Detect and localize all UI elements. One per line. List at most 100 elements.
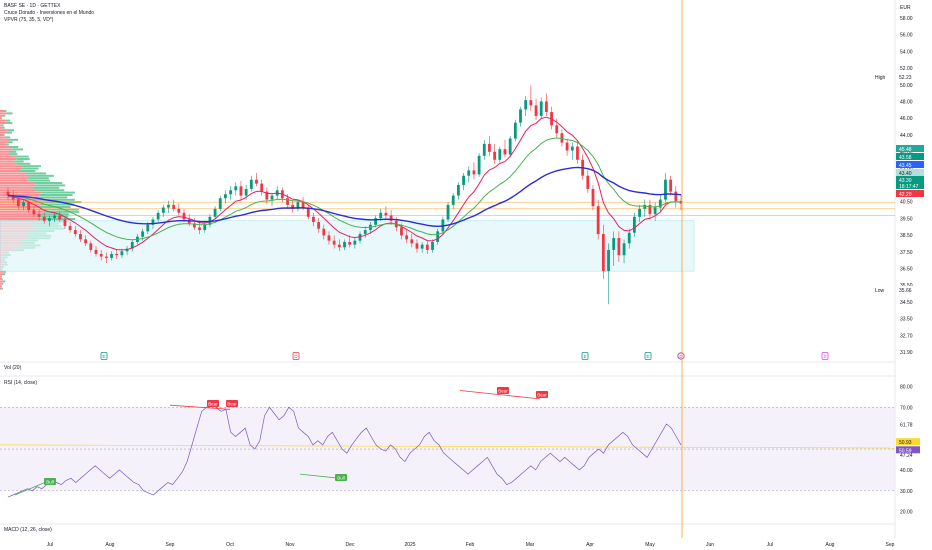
volume-profile-bar-down: [0, 206, 39, 208]
rsi-value-label: 50.93: [896, 438, 920, 446]
candle: [182, 208, 186, 223]
rsi-divergence-tag[interactable]: Bear: [497, 387, 509, 394]
volume-profile-bar-up: [2, 114, 6, 117]
candle-body: [622, 243, 626, 256]
candle: [161, 204, 165, 217]
candle-body: [555, 125, 559, 134]
candle-body: [565, 142, 569, 151]
event-marker[interactable]: D: [292, 352, 300, 360]
candle: [591, 184, 595, 211]
candle-body: [301, 202, 305, 208]
candle-body: [16, 199, 20, 207]
event-marker[interactable]: D: [677, 352, 685, 360]
candle-body: [213, 208, 217, 217]
candle-body: [488, 143, 491, 152]
volume-profile-bar-down: [0, 179, 28, 182]
event-marker-glyph: E: [646, 354, 649, 359]
event-marker-badge: [100, 352, 108, 360]
time-tick-label: Nov: [286, 542, 295, 548]
indicator-title[interactable]: Cruce Dorado - Inversiones en el Mundo: [4, 10, 95, 16]
rsi-divergence-tag[interactable]: Bear: [226, 400, 238, 407]
volume-profile-bar-up: [3, 110, 7, 112]
vol-pane-label[interactable]: Vol (20): [4, 365, 22, 371]
candle-body: [312, 216, 315, 223]
volume-profile-bar-up: [15, 155, 29, 158]
candle-body: [317, 222, 321, 229]
candle-body: [291, 204, 295, 209]
event-marker-glyph: D: [294, 354, 298, 359]
rsi-divergence-tag[interactable]: Bear: [207, 400, 219, 407]
volume-profile-bar-down: [0, 153, 10, 156]
candle-body: [167, 204, 170, 208]
candle: [472, 162, 476, 180]
rsi-divergence-tag[interactable]: Bear: [536, 391, 548, 398]
candle-body: [405, 235, 409, 240]
rsi-tag-text: Bear: [498, 389, 508, 394]
candle: [234, 182, 238, 196]
price-label-background: [896, 161, 924, 168]
price-label-value: 52.23: [899, 75, 912, 81]
time-tick-label: Aug: [826, 542, 835, 548]
candle: [239, 181, 243, 200]
candle: [89, 240, 93, 253]
volume-profile-bar-up: [41, 218, 76, 220]
volume-profile-bar-up: [35, 189, 65, 192]
candle-body: [177, 208, 181, 213]
volume-profile-bar-down: [0, 285, 2, 288]
volume-profile-bar-up: [6, 141, 13, 144]
event-marker[interactable]: S: [821, 352, 829, 360]
candle-body: [669, 179, 673, 192]
rsi-tag-background: [226, 400, 238, 407]
candle: [384, 206, 388, 220]
macd-pane-label[interactable]: MACD (12, 26, close): [4, 527, 52, 533]
rsi-value-background: [896, 438, 920, 446]
event-marker-badge: [644, 352, 652, 360]
price-label-background: [896, 176, 924, 183]
candle-body: [42, 216, 46, 221]
candle: [322, 224, 326, 240]
event-marker[interactable]: E: [581, 352, 589, 360]
volume-profile-bar-down: [0, 167, 22, 170]
volume-profile-bar-up: [34, 182, 63, 184]
volume-profile-bar-down: [0, 194, 40, 196]
volume-profile-bar-down: [0, 126, 3, 129]
candle: [291, 200, 295, 213]
candle-body: [11, 195, 15, 200]
candle: [348, 235, 352, 248]
candle: [37, 210, 41, 221]
rsi-divergence-tag[interactable]: Bull: [335, 474, 347, 481]
price-axis-label: 18:17:47: [896, 182, 924, 190]
candle-body: [322, 228, 326, 236]
candle: [332, 235, 336, 249]
rsi-tick-label: 20.00: [900, 510, 913, 516]
candle-body: [172, 204, 176, 209]
candle-body: [560, 133, 564, 143]
volume-profile-bar-up: [37, 215, 69, 218]
volume-profile-bar-down: [0, 282, 2, 285]
candle: [451, 192, 455, 209]
event-marker[interactable]: E: [644, 352, 652, 360]
volume-profile-bar-up: [43, 208, 79, 211]
candlesticks: [6, 85, 683, 305]
event-marker[interactable]: E: [100, 352, 108, 360]
rsi-divergence-tag[interactable]: Bull: [44, 478, 56, 485]
price-label-value: 35.66: [899, 288, 912, 294]
candle-body: [146, 224, 150, 232]
symbol-title[interactable]: BASF SE · 1D · GETTEX: [4, 3, 61, 9]
candle: [436, 228, 440, 245]
vpvr-title[interactable]: VPVR (75, 35, 5, VD*): [4, 17, 54, 23]
candle-body: [343, 241, 346, 248]
support-zone-box[interactable]: [0, 220, 695, 272]
candle-body: [384, 212, 388, 216]
candle: [6, 187, 10, 200]
volume-profile-bar-up: [2, 280, 6, 283]
volume-profile-bar-down: [0, 146, 11, 148]
price-tick-label: 58.00: [900, 16, 913, 22]
candle: [151, 216, 155, 229]
candle-body: [63, 219, 67, 227]
rsi-tag-background: [44, 478, 56, 485]
volume-profile-bar-up: [3, 270, 6, 273]
rsi-pane-label[interactable]: RSI (14, close): [4, 380, 38, 386]
